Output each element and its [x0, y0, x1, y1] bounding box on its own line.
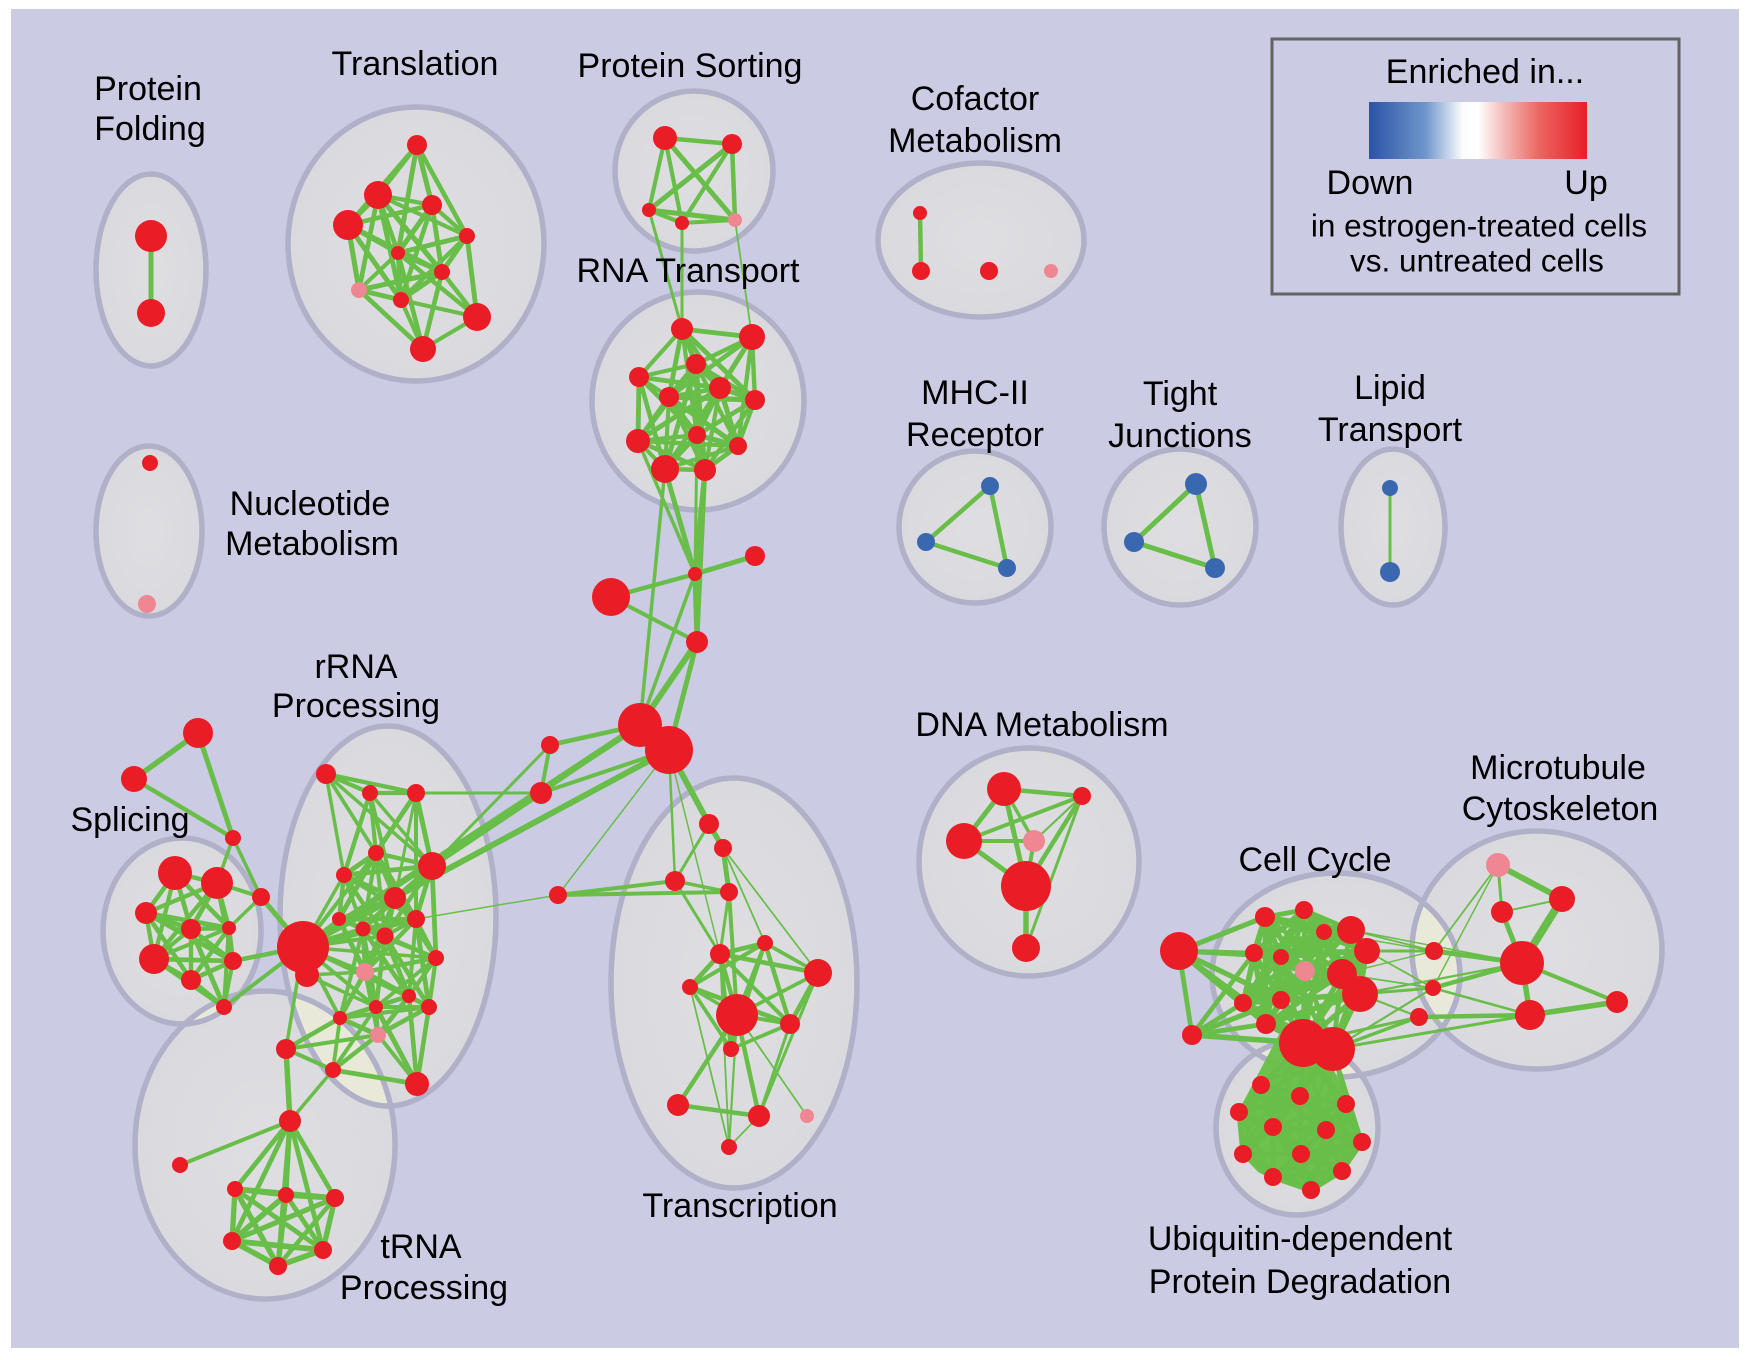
svg-text:Nucleotide: Nucleotide — [230, 485, 391, 523]
svg-text:vs. untreated cells: vs. untreated cells — [1350, 242, 1604, 278]
svg-text:rRNA: rRNA — [314, 648, 397, 686]
svg-text:Metabolism: Metabolism — [225, 525, 399, 563]
svg-text:Ubiquitin-dependent: Ubiquitin-dependent — [1148, 1220, 1453, 1258]
svg-text:Transport: Transport — [1318, 411, 1463, 449]
svg-text:Protein: Protein — [94, 70, 202, 108]
svg-text:Protein Degradation: Protein Degradation — [1149, 1263, 1451, 1301]
svg-text:in estrogen-treated cells: in estrogen-treated cells — [1311, 207, 1647, 243]
svg-text:MHC-II: MHC-II — [921, 374, 1029, 412]
svg-text:Junctions: Junctions — [1108, 417, 1252, 455]
svg-text:Processing: Processing — [272, 687, 440, 725]
svg-text:tRNA: tRNA — [380, 1228, 462, 1266]
svg-text:Protein Sorting: Protein Sorting — [578, 47, 803, 85]
svg-text:Cytoskeleton: Cytoskeleton — [1462, 790, 1659, 828]
svg-text:Transcription: Transcription — [642, 1187, 837, 1225]
svg-text:Processing: Processing — [340, 1269, 508, 1307]
svg-text:Tight: Tight — [1143, 375, 1218, 413]
svg-text:Up: Up — [1564, 164, 1607, 202]
svg-text:Folding: Folding — [94, 110, 206, 148]
svg-text:Enriched in...: Enriched in... — [1386, 53, 1584, 91]
svg-text:Splicing: Splicing — [70, 801, 189, 839]
svg-text:Microtubule: Microtubule — [1470, 749, 1646, 787]
svg-text:Receptor: Receptor — [906, 416, 1044, 454]
svg-text:RNA Transport: RNA Transport — [577, 252, 801, 290]
svg-text:Down: Down — [1327, 164, 1414, 202]
svg-text:DNA Metabolism: DNA Metabolism — [915, 706, 1168, 744]
svg-text:Metabolism: Metabolism — [888, 122, 1062, 160]
svg-text:Cofactor: Cofactor — [911, 80, 1040, 118]
svg-text:Lipid: Lipid — [1354, 369, 1426, 407]
svg-text:Cell Cycle: Cell Cycle — [1238, 841, 1391, 879]
svg-text:Translation: Translation — [332, 45, 499, 83]
